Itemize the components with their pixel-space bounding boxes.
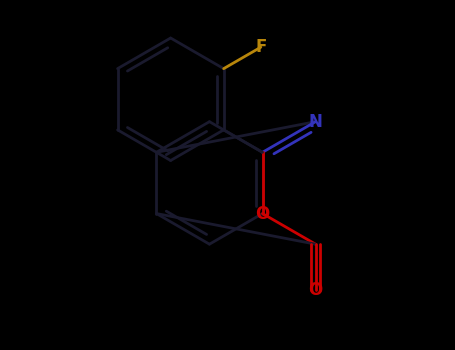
Text: O: O	[255, 204, 270, 223]
Text: F: F	[255, 38, 267, 56]
Text: N: N	[308, 113, 323, 131]
Text: O: O	[308, 281, 323, 299]
